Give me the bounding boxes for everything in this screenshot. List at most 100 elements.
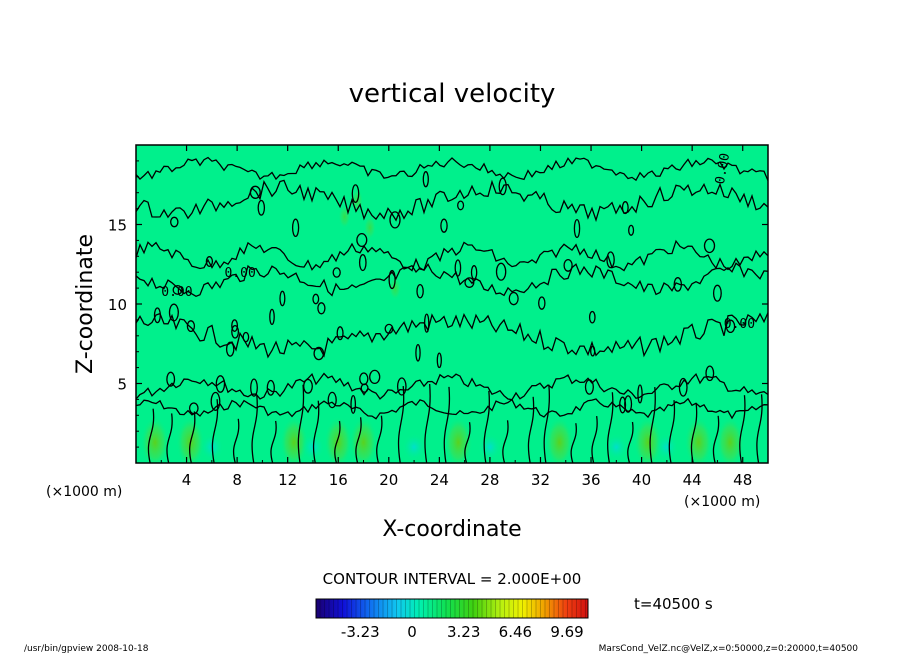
contour-column [543, 384, 551, 463]
contour-line [136, 179, 768, 223]
x-tick-label: 4 [182, 471, 192, 489]
x-unit-right: (×1000 m) [684, 494, 760, 510]
contour-column [443, 386, 451, 463]
contour-label: 0.00 [713, 152, 733, 185]
contour-column [376, 415, 383, 463]
footer-left: /usr/bin/gpview 2008-10-18 [24, 644, 149, 654]
contour-column [502, 420, 509, 463]
contour-line [136, 372, 768, 401]
upper-blob [389, 276, 402, 301]
contour-cell [336, 326, 344, 341]
contour-cell [188, 402, 199, 415]
contour-column [270, 420, 277, 463]
contour-cell [249, 185, 261, 199]
contour-cell [250, 378, 258, 397]
x-tick-label: 24 [430, 471, 449, 489]
contour-cell [359, 372, 369, 386]
x-tick-label: 16 [329, 471, 348, 489]
contour-cell [350, 394, 357, 414]
contour-labels: 0.00 0.00 0.00 0.00 [161, 152, 755, 332]
x-tick-label: 36 [581, 471, 600, 489]
contour-cell [470, 265, 478, 280]
updraft-blob [176, 416, 205, 463]
contour-column [483, 390, 490, 463]
contour-cell [538, 296, 546, 310]
colorbar-tick-label: 0 [407, 623, 417, 641]
updraft-blob [684, 416, 713, 463]
updraft-blob [716, 416, 745, 463]
contour-cell [205, 256, 214, 267]
x-axis-label: X-coordinate [382, 517, 521, 542]
contour-cell [358, 254, 367, 272]
contour-cell [508, 291, 519, 306]
colorbar-tick-label: -3.23 [341, 623, 380, 641]
contour-column [649, 386, 656, 463]
contour-column [334, 420, 341, 463]
contour-cell [168, 303, 179, 322]
contour-cell [422, 171, 429, 188]
contour-cell [454, 259, 462, 277]
contour-cell [172, 284, 183, 295]
contour-column [297, 384, 305, 463]
contour-cell [388, 269, 396, 290]
x-tick-label: 20 [379, 471, 398, 489]
downdraft-blob [654, 433, 679, 462]
x-tick-label: 40 [632, 471, 651, 489]
contour-cell [440, 218, 448, 233]
contour-column [166, 413, 173, 463]
contour-column [570, 423, 577, 463]
contour-cell [327, 391, 337, 409]
contour-cell [356, 232, 368, 248]
downdraft-blob [604, 433, 629, 462]
contour-label: 0.00 [161, 285, 192, 300]
contour-cell [588, 310, 596, 324]
contour-cell [396, 377, 407, 396]
contour-cell [186, 320, 196, 333]
contour-cell [317, 302, 326, 315]
contour-cell [210, 391, 221, 411]
contour-cell [725, 319, 736, 334]
contour-column [627, 421, 634, 463]
contour-column [591, 415, 598, 463]
colorbar-gradient [315, 598, 589, 619]
colorbar-tick-label: 9.69 [550, 623, 583, 641]
contour-cell [231, 319, 239, 332]
contour-cell [170, 216, 179, 228]
contour-cell [369, 369, 381, 385]
colorbar: -3.23 0 3.23 6.46 9.69 [315, 598, 589, 641]
contour-interval-label: CONTOUR INTERVAL = 2.000E+00 [323, 570, 582, 588]
contour-cell [231, 324, 240, 339]
contour-cell [415, 343, 421, 362]
x-tick-label: 44 [683, 471, 702, 489]
contour-cell [705, 365, 715, 382]
contour-column [147, 408, 155, 463]
contour-column [607, 392, 614, 463]
contour-cell [389, 211, 401, 229]
x-axis: 4 8 12 16 20 24 28 32 36 40 44 48 [160, 145, 752, 489]
upper-blob [363, 215, 376, 240]
contour-cell [416, 283, 424, 299]
y-axis-label: Z-coordinate [73, 234, 98, 374]
contour-label: 0.00 [724, 317, 755, 332]
updraft-blob [140, 416, 169, 463]
contour-cell [628, 224, 635, 236]
x-tick-label: 32 [531, 471, 550, 489]
contour-line [136, 156, 768, 182]
chart-title: vertical velocity [349, 79, 556, 109]
colorbar-tick-label: 3.23 [447, 623, 480, 641]
contour-cell [619, 396, 627, 414]
contour-column [397, 386, 405, 463]
contour-cell [703, 238, 716, 254]
updraft-blob [444, 416, 473, 463]
contour-column [424, 383, 431, 463]
y-axis: 5 10 15 [108, 160, 768, 448]
contour-cell [332, 267, 341, 278]
contour-column [355, 417, 362, 463]
contour-cell [590, 345, 596, 357]
contour-cell [436, 352, 442, 369]
contour-cell [423, 313, 430, 333]
contour-line [136, 397, 768, 420]
contour-cell [303, 378, 313, 394]
time-label: t=40500 s [634, 595, 713, 613]
contour-cell [351, 184, 360, 203]
